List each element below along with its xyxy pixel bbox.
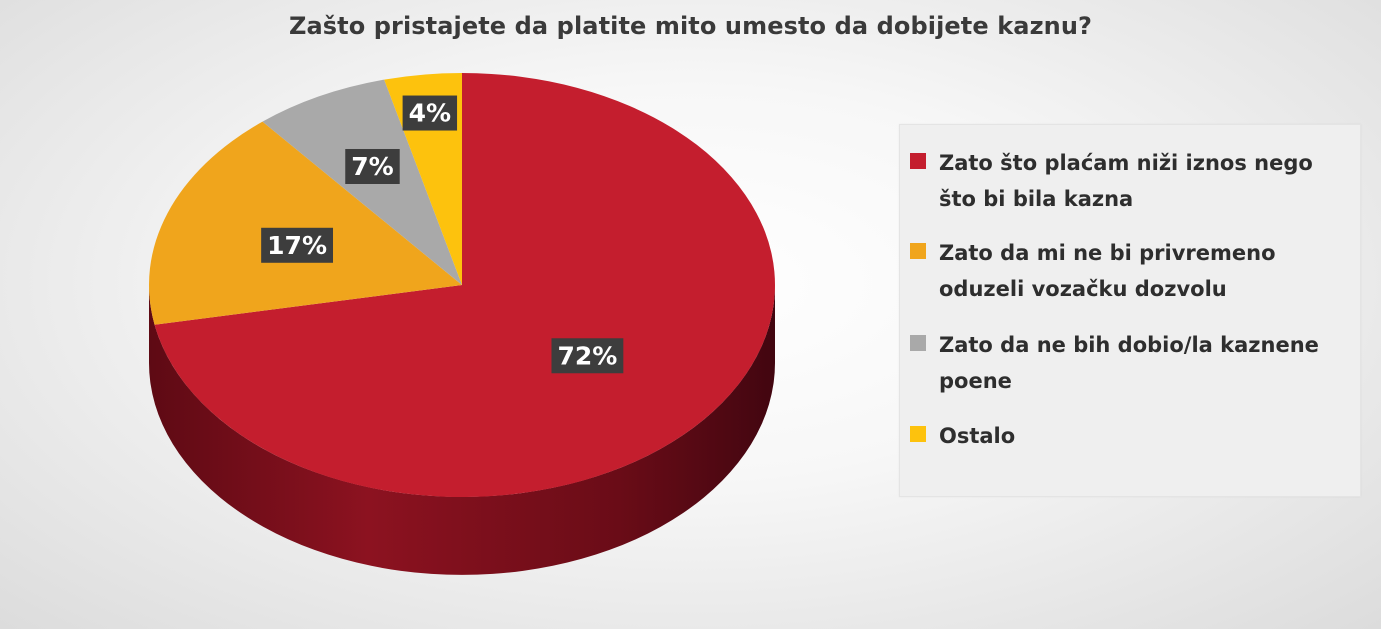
legend-label-1: Zato što plaćam niži iznos nego što bi b…	[939, 151, 1313, 211]
data-label-2: 17%	[261, 227, 334, 263]
data-label-box-4	[402, 95, 458, 131]
pie-slices-group	[149, 73, 776, 497]
legend: Zato što plaćam niži iznos nego što bi b…	[899, 124, 1361, 497]
data-label-4: 4%	[402, 95, 458, 131]
data-label-box-3	[345, 148, 400, 184]
pie-labels-group: 72% 17% 7% 4%	[261, 95, 624, 374]
pie-slice-niži-iznos	[154, 73, 776, 497]
data-label-box-2	[261, 227, 334, 263]
data-label-text-2: 17%	[267, 231, 327, 260]
pie-side-wall	[149, 285, 775, 575]
data-label-text-1: 72%	[557, 341, 617, 370]
data-label-3: 7%	[345, 148, 400, 184]
legend-swatch-4	[910, 426, 926, 442]
legend-swatch-3	[910, 335, 926, 351]
legend-swatch-2	[910, 243, 926, 259]
legend-label-3: Zato da ne bih dobio/la kaznene poene	[939, 333, 1319, 393]
data-label-text-3: 7%	[351, 152, 393, 181]
pie-chart: 72% 17% 7% 4%	[149, 73, 776, 575]
data-label-1: 72%	[551, 338, 624, 374]
legend-label-4: Ostalo	[939, 424, 1016, 448]
data-label-box-1	[551, 338, 624, 374]
pie-slice-vozacka-dozvola	[149, 121, 462, 325]
chart-title: Zašto pristajete da platite mito umesto …	[288, 12, 1093, 40]
data-label-text-4: 4%	[409, 99, 451, 128]
legend-swatch-1	[910, 153, 926, 169]
pie-svg: 72% 17% 7% 4%	[149, 73, 776, 575]
legend-label-2: Zato da mi ne bi privremeno oduzeli voza…	[939, 241, 1276, 301]
pie-side-group	[149, 285, 775, 575]
